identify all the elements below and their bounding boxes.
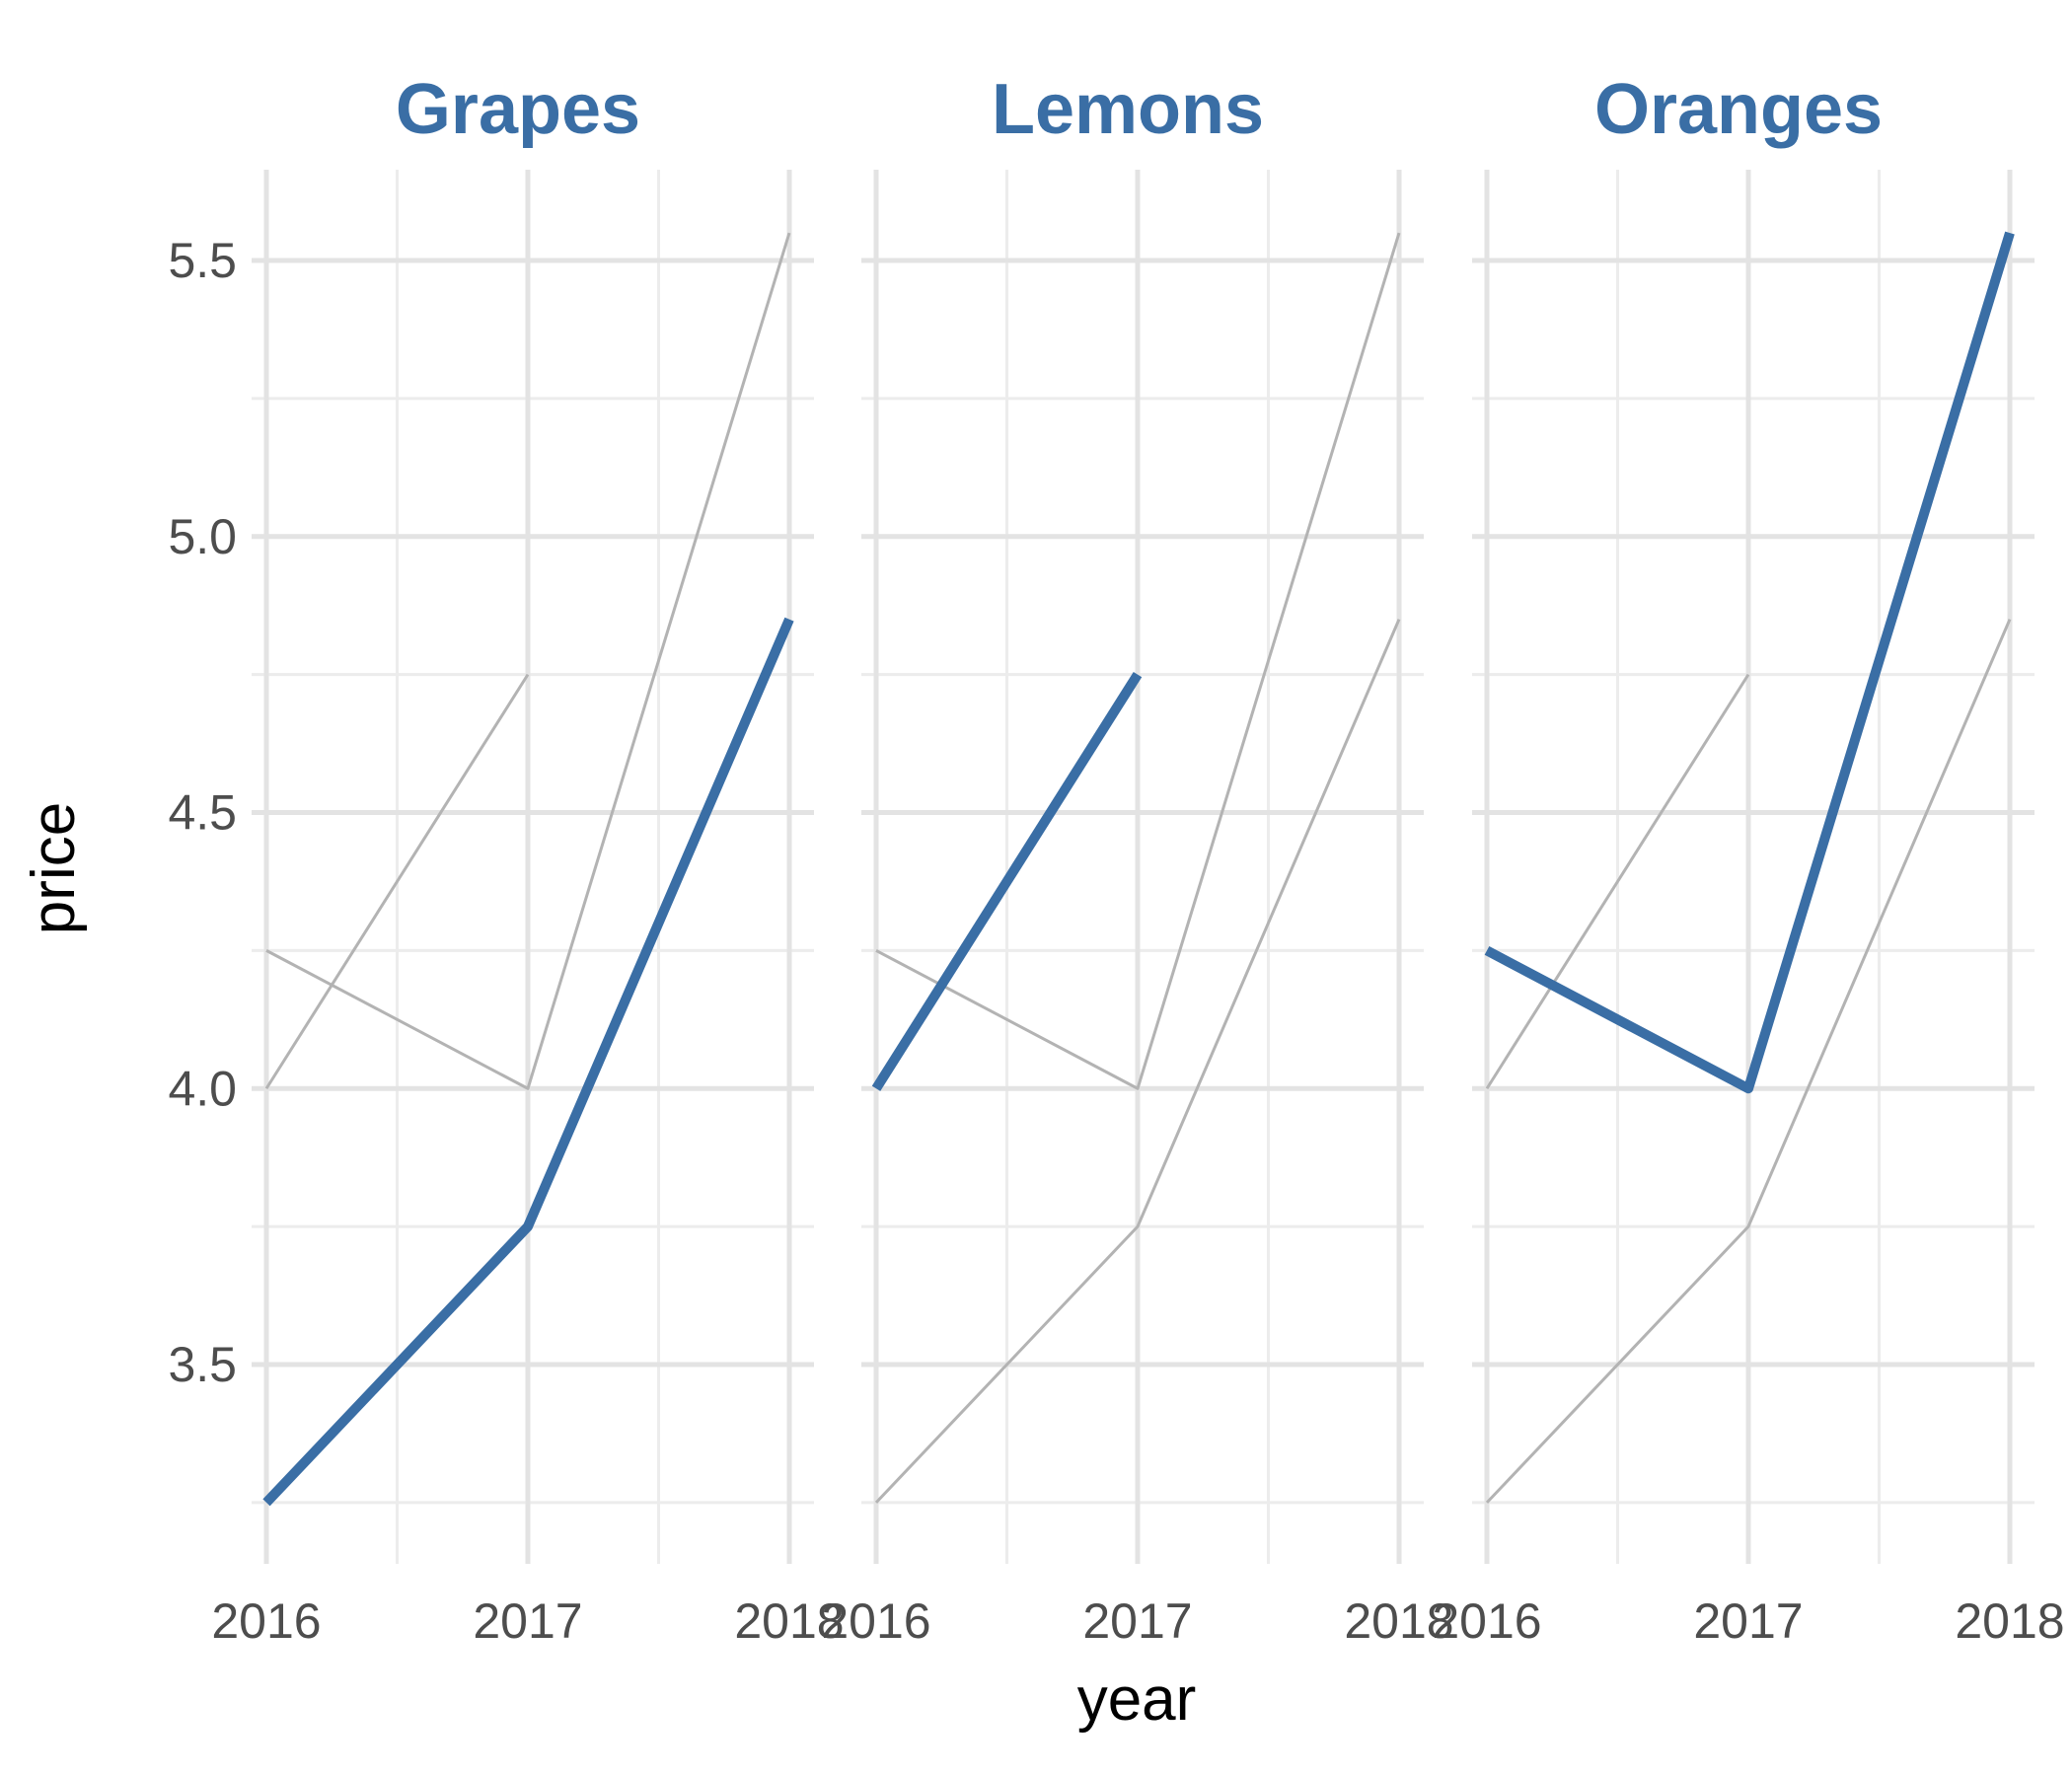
highlight-line-grapes xyxy=(262,617,794,1507)
x-tick-label: 2017 xyxy=(473,1593,582,1649)
x-tick-label: 2018 xyxy=(1955,1593,2064,1649)
x-tick-label: 2017 xyxy=(1082,1593,1192,1649)
highlight-line-oranges xyxy=(1484,231,2015,1094)
context-line-lemons xyxy=(1485,673,1750,1090)
y-tick-label: 5.5 xyxy=(168,233,237,288)
context-line-oranges xyxy=(265,232,791,1090)
x-axis-title: year xyxy=(1077,1665,1197,1734)
facet-title: Lemons xyxy=(992,70,1264,149)
y-axis-title: price xyxy=(20,802,88,934)
context-line-grapes xyxy=(1485,619,2012,1504)
y-tick-label: 4.0 xyxy=(168,1061,237,1116)
x-tick-label: 2018 xyxy=(1344,1593,1453,1649)
facet-panel-grapes: Grapes 2016 2017 2018 xyxy=(211,70,844,1649)
facet-panel-oranges: Oranges 2016 2017 2018 xyxy=(1432,70,2064,1649)
y-tick-label: 5.0 xyxy=(168,509,237,564)
x-tick-label: 2017 xyxy=(1693,1593,1803,1649)
facet-title: Grapes xyxy=(396,70,640,149)
y-tick-label: 3.5 xyxy=(168,1337,237,1392)
x-tick-label: 2018 xyxy=(734,1593,844,1649)
y-axis-ticks: 3.5 4.0 4.5 5.0 5.5 xyxy=(168,233,237,1392)
context-line-grapes xyxy=(874,619,1401,1504)
facet-panel-lemons: Lemons 2016 2017 2018 xyxy=(821,70,1453,1649)
highlight-line-lemons xyxy=(871,671,1143,1091)
context-line-lemons xyxy=(264,673,530,1090)
context-line-oranges xyxy=(875,232,1401,1090)
x-tick-label: 2016 xyxy=(1432,1593,1541,1649)
facet-title: Oranges xyxy=(1594,70,1883,149)
x-tick-label: 2016 xyxy=(211,1593,321,1649)
x-tick-label: 2016 xyxy=(821,1593,930,1649)
y-tick-label: 4.5 xyxy=(168,785,237,841)
